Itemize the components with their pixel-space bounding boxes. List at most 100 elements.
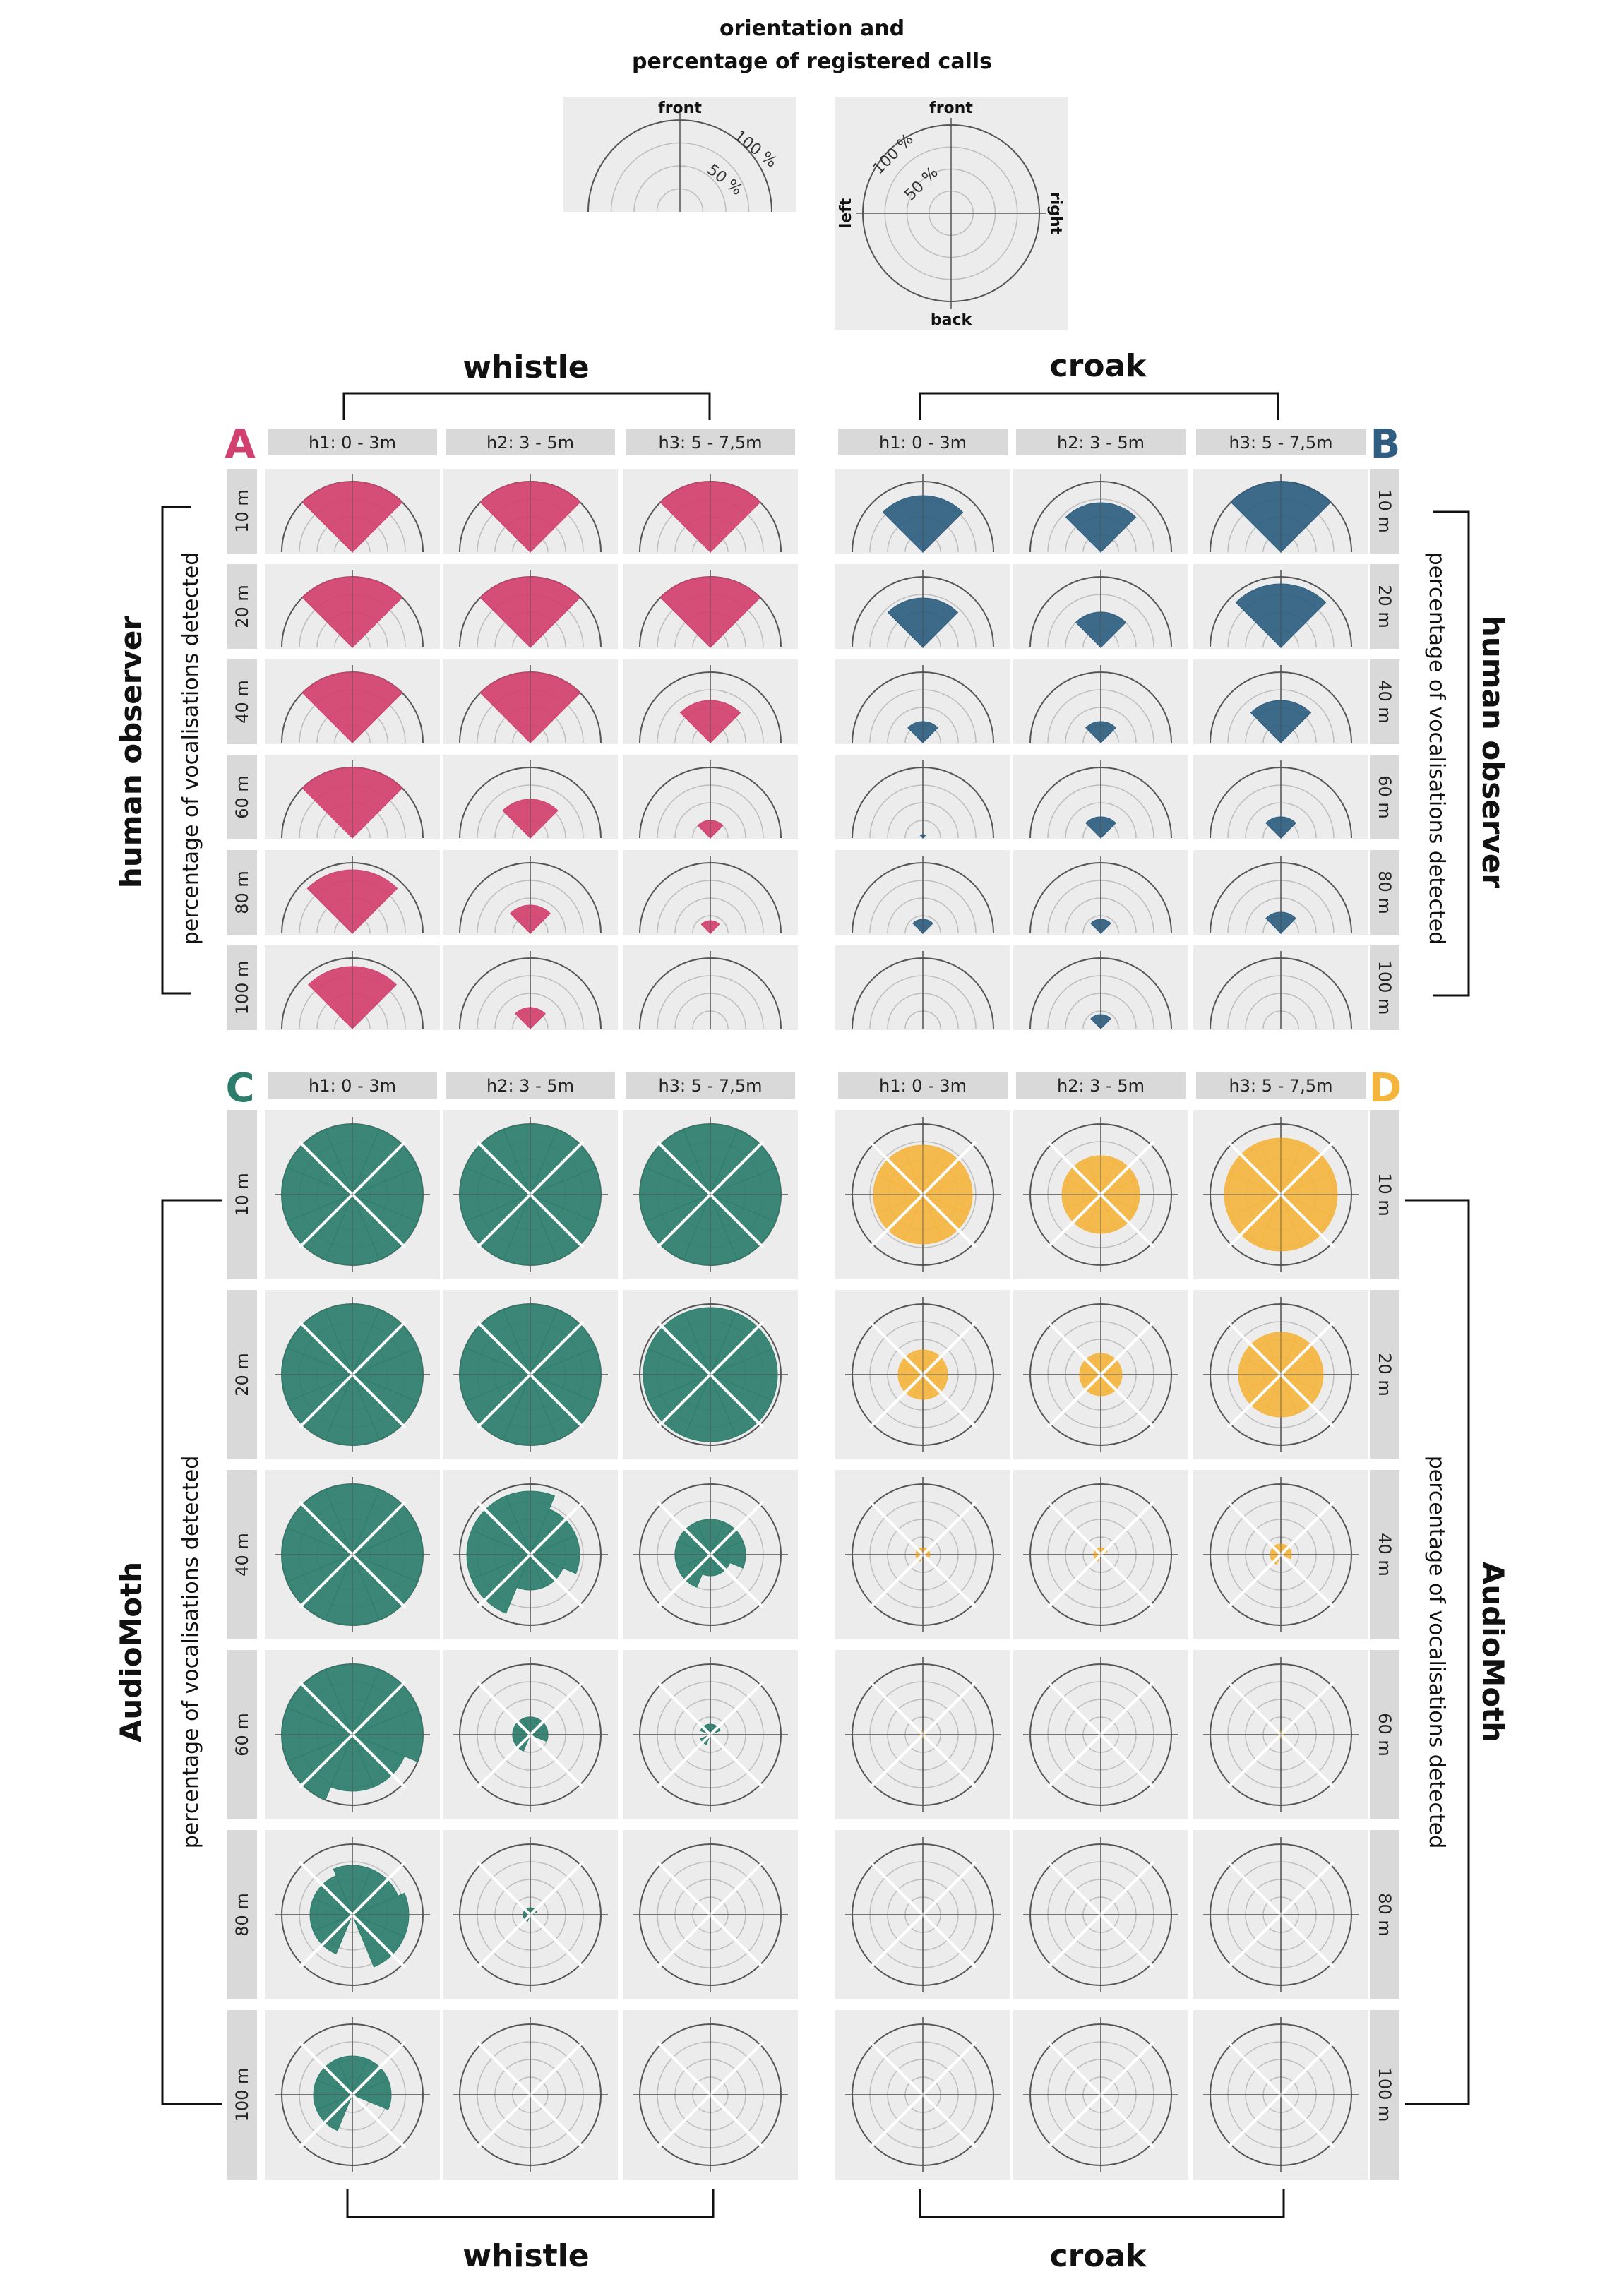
distance-header (227, 945, 257, 1030)
height-header (446, 1072, 615, 1099)
wedge-separator (921, 1680, 977, 1736)
wedge-separator (351, 1320, 407, 1376)
wedge-separator (868, 1860, 924, 1916)
height-header (446, 429, 615, 455)
wedge-separator (351, 1733, 407, 1789)
wedge-separator (868, 1680, 924, 1736)
wedge-separator (1226, 1553, 1282, 1609)
group-labels: whistle croak whistle croak human observ… (114, 348, 1510, 2274)
polar-cell (265, 659, 440, 744)
wedge-separator (1279, 1373, 1335, 1429)
polar-cell (1193, 564, 1368, 649)
height-header-label: h2: 3 - 5m (486, 1076, 574, 1096)
polar-cell (623, 945, 798, 1030)
wedge-separator (656, 1140, 712, 1196)
wedge-separator (529, 2040, 585, 2096)
wedge-separator (709, 1140, 765, 1196)
bracket-whistle-top (342, 392, 711, 420)
distance-header (1370, 1110, 1399, 1279)
legend-full-circle (856, 118, 1046, 309)
wedge-separator (656, 1860, 712, 1916)
wedge-separator (709, 1320, 765, 1376)
wedge-separator (1226, 1913, 1282, 1969)
distance-header (227, 1650, 257, 1819)
polar-cell (623, 1830, 798, 1999)
polar-wedge (1235, 583, 1282, 649)
wedge-separator (298, 1860, 354, 1916)
polar-wedge (530, 481, 581, 554)
wedge-separator (529, 1373, 585, 1429)
polar-wedge (301, 481, 353, 554)
height-header (268, 429, 437, 455)
wedge-separator (656, 1553, 712, 1609)
label-croak-top: croak (1050, 348, 1148, 384)
height-header (1016, 429, 1186, 455)
wedge-separator (1046, 1500, 1102, 1556)
wedge-separator (529, 1680, 585, 1736)
bracket-audiomoth-right (1405, 1199, 1470, 2105)
label-croak-bottom: croak (1050, 2238, 1148, 2274)
polar-wedge (530, 671, 581, 744)
distance-label: 40 m (1375, 680, 1395, 724)
polar-cell (443, 2010, 618, 2180)
wedge-separator (1279, 1680, 1335, 1736)
polar-cell (835, 1470, 1010, 1639)
wedge-separator (921, 1553, 977, 1609)
polar-cell (623, 1470, 798, 1639)
wedge-separator (1099, 2040, 1155, 2096)
polar-cell (1193, 945, 1368, 1030)
wedge-separator (868, 1913, 924, 1969)
height-header (626, 429, 795, 455)
wedge-separator (709, 2093, 765, 2149)
wedge-separator (1046, 1320, 1102, 1376)
polar-wedge (1280, 583, 1327, 649)
wedge-separator (1099, 1553, 1155, 1609)
distance-label: 10 m (1375, 489, 1395, 533)
polar-cell (1193, 2010, 1368, 2180)
distance-label: 100 m (1375, 961, 1395, 1015)
wedge-separator (298, 1193, 354, 1249)
polar-cell (623, 1650, 798, 1819)
wedge-separator (476, 1733, 532, 1789)
wedge-separator (1099, 1320, 1155, 1376)
wedge-separator (298, 2040, 354, 2096)
wedge-separator (529, 1553, 585, 1609)
wedge-separator (476, 1913, 532, 1969)
wedge-separator (656, 1913, 712, 1969)
legend-semi-front: front (658, 100, 702, 117)
wedge-separator (1099, 1680, 1155, 1736)
wedge-separator (476, 2040, 532, 2096)
wedge-separator (298, 1373, 354, 1429)
wedge-separator (351, 2040, 407, 2096)
wedge-separator (1226, 1320, 1282, 1376)
wedge-separator (921, 1500, 977, 1556)
polar-wedge (710, 481, 761, 554)
polar-cell (265, 755, 440, 839)
distance-label: 60 m (232, 1713, 252, 1757)
wedge-separator (351, 1913, 407, 1969)
polar-cell (1013, 945, 1188, 1030)
height-header-label: h3: 5 - 7,5m (1229, 433, 1333, 453)
wedge-separator (868, 1193, 924, 1249)
polar-cell (1193, 1290, 1368, 1459)
wedge-separator (868, 2040, 924, 2096)
polar-wedge (479, 576, 531, 649)
wedge-separator (1279, 1553, 1335, 1609)
wedge-separator (1046, 1553, 1102, 1609)
wedge-separator (298, 1553, 354, 1609)
wedge-separator (1226, 1733, 1282, 1789)
wedge-separator (709, 1680, 765, 1736)
wedge-separator (1279, 1320, 1335, 1376)
panel-letter-D: D (1369, 1065, 1402, 1111)
wedge-separator (656, 2040, 712, 2096)
wedge-separator (1226, 2093, 1282, 2149)
wedge-separator (656, 1373, 712, 1429)
distance-label: 60 m (1375, 1713, 1395, 1757)
wedge-separator (656, 1733, 712, 1789)
polar-cell (443, 1110, 618, 1279)
polar-wedge (882, 495, 924, 554)
wedge-separator (868, 1373, 924, 1429)
polar-cell (265, 1110, 440, 1279)
polar-cell (443, 850, 618, 935)
wedge-separator (1099, 1193, 1155, 1249)
